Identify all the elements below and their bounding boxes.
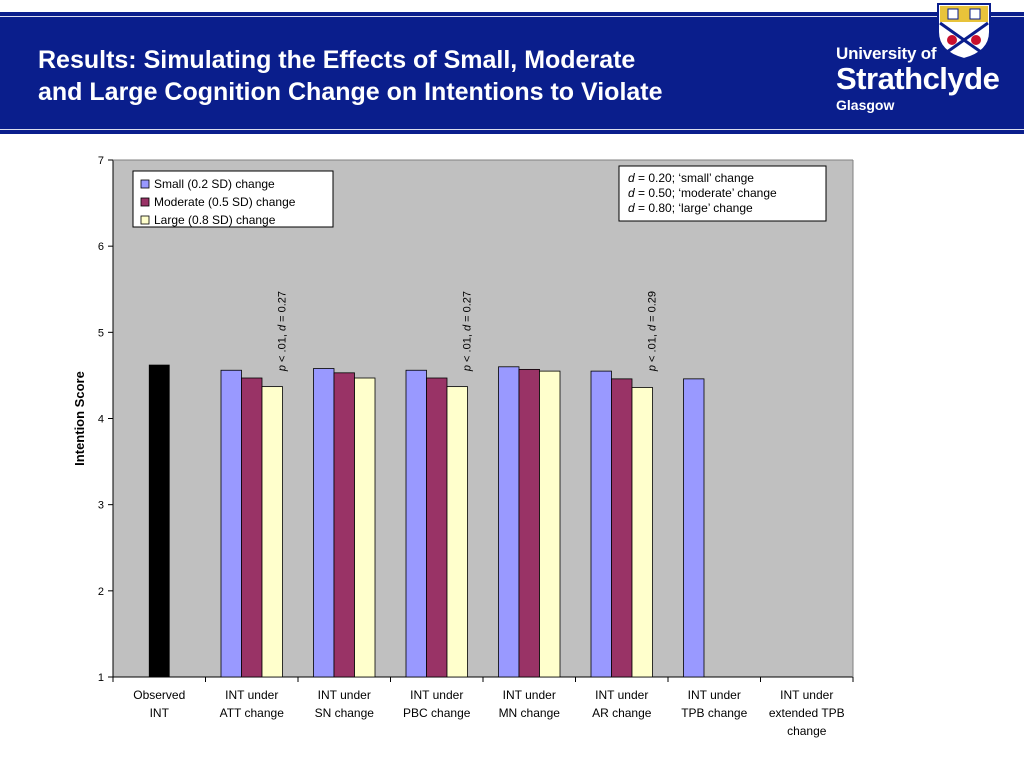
legend-swatch (140, 179, 150, 189)
bar-series-0-cat-3 (405, 369, 427, 678)
x-tick-label: INT under MN change (499, 688, 561, 720)
y-tick-label: 6 (98, 241, 104, 253)
slide-title: Results: Simulating the Effects of Small… (38, 44, 798, 108)
slide-title-line-1: Results: Simulating the Effects of Small… (38, 46, 636, 74)
x-tick-label: INT under TPB change (681, 688, 747, 720)
legend-swatch (140, 215, 150, 225)
bar-observed-int (148, 364, 170, 678)
legend-swatch (140, 197, 150, 207)
header-rule-bottom (0, 129, 1024, 130)
y-tick-label: 7 (98, 155, 104, 167)
x-tick-label: INT under AR change (592, 688, 652, 720)
effect-size-line: d = 0.20; ‘small’ change (628, 171, 754, 185)
header-rule-top (0, 16, 1024, 17)
bar-series-1-cat-4 (518, 368, 540, 678)
bar-series-0-cat-1 (220, 369, 242, 678)
logo-text-university-of: University of (836, 44, 937, 63)
legend-box (132, 170, 334, 228)
bar-series-1-cat-1 (241, 377, 263, 678)
y-tick-label: 3 (98, 500, 104, 512)
bar-chart: 1 2 3 4 5 6 7 Observed INT INT under ATT change INT… (72, 155, 854, 738)
annotations: p < .01, d = 0.27 p < .01, d = 0.27 p < .0… (276, 291, 658, 372)
y-tick-label: 5 (98, 327, 104, 339)
university-shield-icon (937, 3, 991, 60)
logo-text-strathclyde: Strathclyde (836, 61, 1000, 96)
slide-header: Results: Simulating the Effects of Small… (0, 0, 1024, 140)
bar-series-1-cat-5 (611, 378, 633, 678)
bars (148, 364, 705, 678)
y-tick-label: 2 (98, 586, 104, 598)
y-tick-label: 4 (98, 414, 104, 426)
bar-series-0-cat-4 (498, 366, 520, 678)
legend-entry: Moderate (0.5 SD) change (154, 195, 296, 209)
effect-size-box-frame (618, 165, 827, 222)
legend: Small (0.2 SD) change Moderate (0.5 SD) c… (132, 170, 334, 228)
logo-text-glasgow: Glasgow (836, 97, 895, 113)
x-tick-label: Observed INT (133, 688, 185, 720)
legend-entry: Large (0.8 SD) change (154, 213, 276, 227)
significance-annotation: p < .01, d = 0.27 (461, 291, 473, 372)
bar-series-1-cat-3 (426, 377, 448, 678)
header-band (0, 12, 1024, 134)
significance-annotation: p < .01, d = 0.27 (276, 291, 288, 372)
bar-series-0-cat-2 (313, 368, 335, 678)
legend-entry: Small (0.2 SD) change (154, 177, 275, 191)
bar-series-2-cat-1 (261, 386, 283, 678)
bar-series-0-cat-6 (683, 378, 705, 678)
x-tick-label: INT under ATT change (220, 688, 285, 720)
y-axis-label: Intention Score (72, 371, 87, 466)
axes: 1 2 3 4 5 6 7 Observed INT INT under ATT change INT… (72, 155, 854, 738)
slide-title-line-2: and Large Cognition Change on Intentions… (38, 78, 663, 106)
y-tick-label: 1 (98, 672, 104, 684)
bar-series-2-cat-2 (354, 377, 376, 678)
x-tick-label: INT under PBC change (403, 688, 471, 720)
effect-size-line: d = 0.80; ‘large’ change (628, 201, 753, 215)
bar-series-1-cat-2 (333, 372, 355, 678)
significance-annotation: p < .01, d = 0.29 (646, 291, 658, 372)
bar-series-0-cat-5 (590, 370, 612, 678)
effect-size-line: d = 0.50; ‘moderate’ change (628, 186, 777, 200)
bar-series-2-cat-4 (539, 370, 561, 678)
bar-series-2-cat-3 (446, 386, 468, 678)
bar-series-2-cat-5 (631, 387, 653, 678)
x-tick-label: INT under extended TPB change (769, 688, 845, 738)
university-logo: University of Strathclyde Glasgow (836, 0, 1006, 120)
x-tick-label: INT under SN change (315, 688, 375, 720)
